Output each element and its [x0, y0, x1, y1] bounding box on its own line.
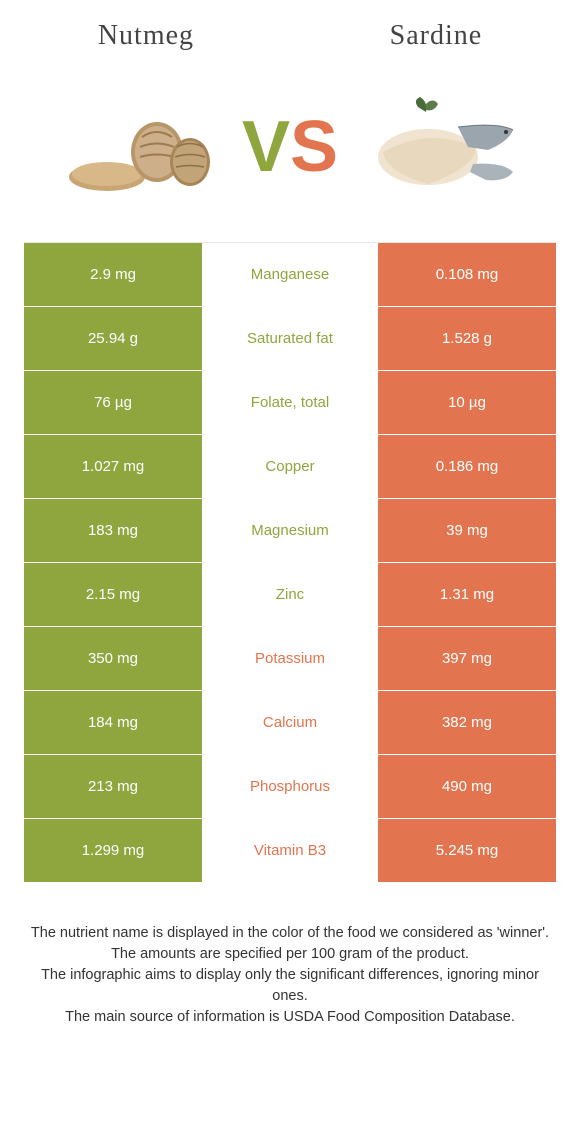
nutrient-label: Copper [202, 435, 378, 498]
nutrient-label: Zinc [202, 563, 378, 626]
nutrient-label: Potassium [202, 627, 378, 690]
value-right: 397 mg [378, 627, 556, 690]
footer-line: The infographic aims to display only the… [30, 965, 550, 1007]
table-row: 2.15 mgZinc1.31 mg [24, 563, 556, 627]
footer-line: The nutrient name is displayed in the co… [30, 923, 550, 944]
value-left: 1.027 mg [24, 435, 202, 498]
value-left: 184 mg [24, 691, 202, 754]
table-row: 184 mgCalcium382 mg [24, 691, 556, 755]
nutrient-label: Phosphorus [202, 755, 378, 818]
vs-row: VS [0, 62, 580, 242]
table-row: 76 µgFolate, total10 µg [24, 371, 556, 435]
table-row: 213 mgPhosphorus490 mg [24, 755, 556, 819]
value-right: 0.186 mg [378, 435, 556, 498]
value-right: 5.245 mg [378, 819, 556, 882]
vs-v: V [242, 107, 290, 187]
value-left: 2.9 mg [24, 243, 202, 306]
value-left: 213 mg [24, 755, 202, 818]
vs-label: VS [242, 111, 338, 183]
vs-s: S [290, 107, 338, 187]
table-row: 25.94 gSaturated fat1.528 g [24, 307, 556, 371]
value-left: 2.15 mg [24, 563, 202, 626]
value-right: 1.528 g [378, 307, 556, 370]
value-right: 39 mg [378, 499, 556, 562]
header: Nutmeg Sardine [0, 0, 580, 62]
value-left: 183 mg [24, 499, 202, 562]
value-left: 76 µg [24, 371, 202, 434]
value-right: 1.31 mg [378, 563, 556, 626]
table-row: 350 mgPotassium397 mg [24, 627, 556, 691]
nutrient-label: Vitamin B3 [202, 819, 378, 882]
value-left: 25.94 g [24, 307, 202, 370]
footer-line: The amounts are specified per 100 gram o… [30, 944, 550, 965]
comparison-table: 2.9 mgManganese0.108 mg25.94 gSaturated … [24, 242, 556, 883]
table-row: 1.027 mgCopper0.186 mg [24, 435, 556, 499]
nutrient-label: Magnesium [202, 499, 378, 562]
nutrient-label: Saturated fat [202, 307, 378, 370]
nutmeg-image [62, 92, 222, 202]
footer-line: The main source of information is USDA F… [30, 1007, 550, 1028]
value-right: 0.108 mg [378, 243, 556, 306]
footer-notes: The nutrient name is displayed in the co… [0, 883, 580, 1028]
value-left: 350 mg [24, 627, 202, 690]
value-right: 490 mg [378, 755, 556, 818]
sardine-image [358, 92, 518, 202]
table-row: 1.299 mgVitamin B35.245 mg [24, 819, 556, 883]
table-row: 2.9 mgManganese0.108 mg [24, 243, 556, 307]
title-right: Sardine [390, 20, 483, 52]
value-right: 10 µg [378, 371, 556, 434]
nutrient-label: Folate, total [202, 371, 378, 434]
title-left: Nutmeg [98, 20, 194, 52]
value-right: 382 mg [378, 691, 556, 754]
table-row: 183 mgMagnesium39 mg [24, 499, 556, 563]
nutrient-label: Manganese [202, 243, 378, 306]
value-left: 1.299 mg [24, 819, 202, 882]
nutrient-label: Calcium [202, 691, 378, 754]
